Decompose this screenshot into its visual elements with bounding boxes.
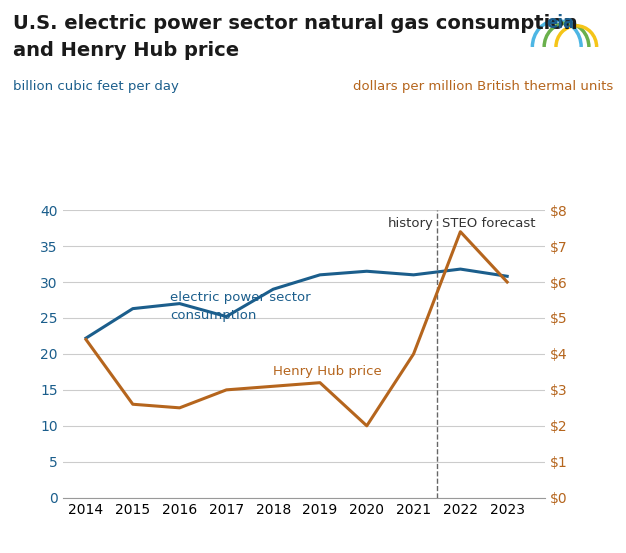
Text: STEO forecast: STEO forecast — [442, 217, 535, 231]
Text: history: history — [387, 217, 433, 231]
Text: U.S. electric power sector natural gas consumption: U.S. electric power sector natural gas c… — [13, 14, 577, 33]
Text: and Henry Hub price: and Henry Hub price — [13, 41, 239, 60]
Text: electric power sector
consumption: electric power sector consumption — [170, 291, 311, 322]
Text: eia: eia — [546, 14, 574, 32]
Text: dollars per million British thermal units: dollars per million British thermal unit… — [353, 80, 613, 93]
Text: billion cubic feet per day: billion cubic feet per day — [13, 80, 178, 93]
Text: Henry Hub price: Henry Hub price — [273, 366, 382, 378]
